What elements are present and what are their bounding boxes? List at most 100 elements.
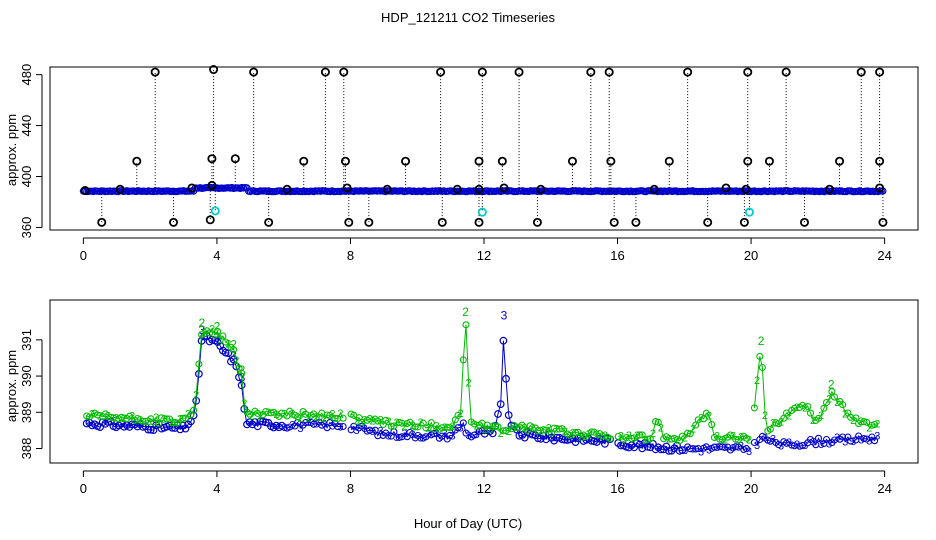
bottom-peak-label-2: 2 (214, 320, 221, 334)
top-point-flagged_high (604, 67, 614, 77)
bottom-y-tick-label: 391 (19, 329, 34, 351)
top-point-flagged_high (856, 67, 866, 77)
bottom-point-label-2: 2 (458, 408, 464, 420)
bottom-point-label-2: 2 (826, 394, 832, 406)
top-point-near_baseline (452, 184, 462, 194)
bottom-y-tick-label: 390 (19, 365, 34, 387)
bottom-point-label-3: 3 (401, 428, 407, 440)
bottom-point-label-2: 2 (209, 323, 215, 335)
bottom-point-2 (678, 432, 686, 440)
top-point-cyan_outliers (477, 207, 487, 217)
bottom-point-3 (494, 410, 502, 418)
bottom-point-3 (742, 445, 750, 453)
bottom-point-3 (462, 429, 470, 437)
top-x-tick-label: 16 (610, 248, 624, 263)
bottom-point-3 (194, 370, 203, 378)
bottom-point-3 (302, 418, 310, 427)
top-plot-frame (49, 66, 919, 231)
top-y-tick-label: 360 (19, 217, 34, 239)
bottom-point-label-2: 2 (586, 428, 592, 440)
top-point-near_baseline (282, 184, 292, 194)
top-point-flagged_high (875, 67, 885, 77)
bottom-point-2 (518, 421, 526, 429)
bottom-point-3 (716, 443, 724, 451)
bottom-peak-label-2: 2 (230, 338, 237, 352)
bottom-x-tick-label: 4 (213, 481, 220, 496)
bottom-point-3 (144, 425, 153, 434)
bottom-point-2 (804, 402, 812, 411)
bottom-y-axis-label: approx. ppm (4, 350, 19, 422)
bottom-point-2 (700, 415, 708, 423)
top-point-flagged_low (878, 217, 888, 227)
top-point-near_baseline (721, 183, 731, 193)
bottom-point-2 (334, 414, 342, 423)
chart-title: HDP_121211 CO2 Timeseries (381, 10, 555, 25)
top-point-flagged_low (799, 217, 809, 227)
bottom-point-label-3: 3 (474, 429, 480, 441)
top-point-cyan_outliers (744, 207, 754, 217)
bottom-point-2 (331, 414, 339, 422)
bottom-point-2 (387, 422, 395, 430)
bottom-point-label-3: 3 (682, 445, 688, 457)
bottom-point-label-2: 2 (353, 416, 359, 428)
bottom-point-2 (550, 424, 558, 432)
top-point-flagged_low (532, 217, 542, 227)
bottom-point-label-2: 2 (690, 423, 696, 435)
bottom-point-2 (766, 425, 774, 433)
bottom-point-2 (830, 393, 839, 401)
bottom-point-label-2: 2 (818, 410, 824, 422)
top-x-tick-label: 8 (347, 248, 354, 263)
bottom-point-3 (790, 442, 799, 450)
bottom-point-2 (750, 404, 758, 412)
top-point-near_baseline (474, 184, 484, 194)
bottom-plot-frame (49, 299, 919, 464)
top-point-flagged_low (97, 217, 107, 227)
x-axis-label: Hour of Day (UTC) (414, 516, 522, 531)
bottom-point-2 (822, 398, 831, 407)
bottom-point-2 (702, 409, 710, 417)
top-point-near_baseline (875, 183, 885, 193)
top-point-flagged_low (364, 217, 374, 227)
bottom-point-2 (742, 434, 750, 442)
top-x-tick-label: 20 (744, 248, 758, 263)
bottom-point-label-3: 3 (842, 437, 848, 449)
bottom-point-label-2: 2 (754, 375, 760, 387)
bottom-peak-label-3: 3 (230, 349, 237, 363)
bottom-point-label-2: 2 (225, 339, 231, 351)
bottom-point-label-2: 2 (482, 424, 488, 436)
top-point-flagged_mid (401, 156, 411, 166)
bottom-point-3 (774, 441, 783, 449)
bottom-peak-label-3: 3 (501, 309, 508, 323)
bottom-point-label-2: 2 (506, 426, 512, 438)
bottom-point-2 (734, 436, 742, 444)
bottom-point-label-2: 2 (145, 416, 151, 428)
top-point-flagged_mid (299, 156, 309, 166)
bottom-point-3 (839, 433, 847, 441)
top-point-flagged_mid (764, 156, 774, 166)
bottom-peak-label-3: 3 (199, 323, 206, 337)
bottom-point-2 (155, 419, 163, 427)
bottom-point-3 (406, 428, 414, 437)
bottom-point-label-2: 2 (786, 410, 792, 422)
bottom-point-3 (334, 423, 342, 431)
bottom-point-label-2: 2 (233, 355, 239, 367)
top-series-cyan_outliers (210, 191, 754, 217)
bottom-point-3 (617, 441, 625, 450)
bottom-point-3 (814, 434, 823, 442)
bottom-point-3 (189, 411, 198, 420)
bottom-point-2 (286, 407, 294, 415)
top-point-flagged_high (586, 67, 596, 77)
bottom-point-label-2: 2 (377, 415, 383, 427)
bottom-point-label-2: 2 (730, 430, 736, 442)
top-point-flagged_low (264, 217, 274, 227)
bottom-point-label-3: 3 (329, 420, 335, 432)
bottom-point-2 (790, 404, 799, 412)
bottom-point-3 (326, 419, 334, 427)
bottom-point-label-2: 2 (385, 416, 391, 428)
top-series-near_baseline (80, 180, 885, 196)
bottom-point-3 (502, 374, 510, 383)
bottom-point-2 (446, 424, 454, 432)
bottom-point-2 (382, 416, 390, 424)
